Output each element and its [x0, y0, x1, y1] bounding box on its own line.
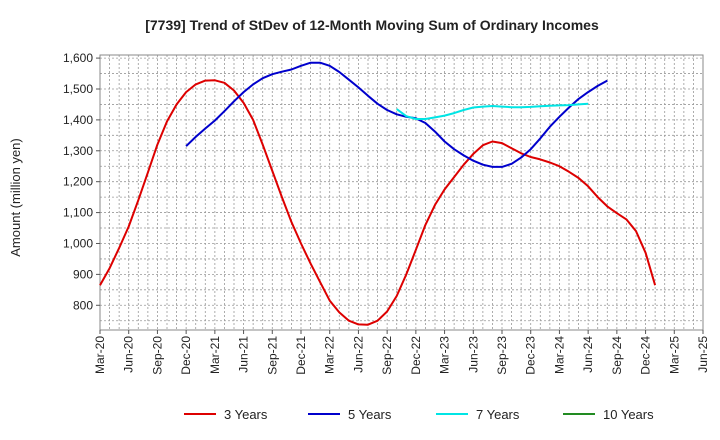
- x-tick-label: Jun-24: [581, 336, 595, 373]
- grid: [100, 55, 703, 330]
- x-tick-label: Mar-25: [667, 336, 681, 374]
- legend-label: 5 Years: [348, 407, 392, 422]
- x-axis: Mar-20 Jun-20 Sep-20 Dec-20 Mar-21 Jun-21 Sep-…: [93, 330, 710, 375]
- x-tick-label: Jun-20: [122, 336, 136, 373]
- x-tick-label: Sep-24: [610, 336, 624, 375]
- series-line-1: [99, 79, 657, 326]
- x-tick-label: Mar-20: [93, 336, 107, 374]
- x-tick-label: Jun-23: [466, 336, 480, 373]
- x-tick-label: Mar-21: [208, 336, 222, 374]
- y-tick-label: 1,500: [63, 82, 93, 96]
- x-tick-label: Mar-23: [438, 336, 452, 374]
- x-tick-label: Dec-21: [294, 336, 308, 375]
- y-tick-label: 800: [73, 298, 93, 312]
- y-tick-label: 1,400: [63, 113, 93, 127]
- x-tick-label: Sep-21: [265, 336, 279, 375]
- y-tick-label: 1,000: [63, 236, 93, 250]
- series-line-2: [185, 61, 608, 168]
- x-tick-label: Dec-24: [639, 336, 653, 375]
- y-tick-label: 1,100: [63, 206, 93, 220]
- y-tick-label: 1,600: [63, 51, 93, 65]
- series-lines: [99, 61, 657, 326]
- x-tick-label: Sep-20: [150, 336, 164, 375]
- x-tick-label: Dec-22: [409, 336, 423, 375]
- y-tick-label: 900: [73, 267, 93, 281]
- y-axis-label: Amount (million yen): [8, 138, 23, 257]
- series-line-3: [396, 102, 589, 120]
- x-tick-label: Dec-23: [524, 336, 538, 375]
- x-tick-label: Mar-22: [323, 336, 337, 374]
- legend-label: 3 Years: [224, 407, 268, 422]
- chart-title: [7739] Trend of StDev of 12-Month Moving…: [145, 17, 599, 33]
- y-axis: 800 900 1,000 1,100 1,200 1,300 1,400 1,500 1,60…: [63, 51, 100, 312]
- x-tick-label: Dec-20: [179, 336, 193, 375]
- x-tick-label: Jun-22: [351, 336, 365, 373]
- legend-label: 7 Years: [476, 407, 520, 422]
- y-tick-label: 1,200: [63, 175, 93, 189]
- x-tick-label: Jun-25: [696, 336, 710, 373]
- x-tick-label: Sep-22: [380, 336, 394, 375]
- x-tick-label: Sep-23: [495, 336, 509, 375]
- y-tick-label: 1,300: [63, 144, 93, 158]
- x-tick-label: Mar-24: [552, 336, 566, 374]
- legend-label: 10 Years: [603, 407, 654, 422]
- x-tick-label: Jun-21: [237, 336, 251, 373]
- legend: 3 Years 5 Years 7 Years 10 Years: [184, 407, 654, 422]
- plot-area: [99, 54, 704, 331]
